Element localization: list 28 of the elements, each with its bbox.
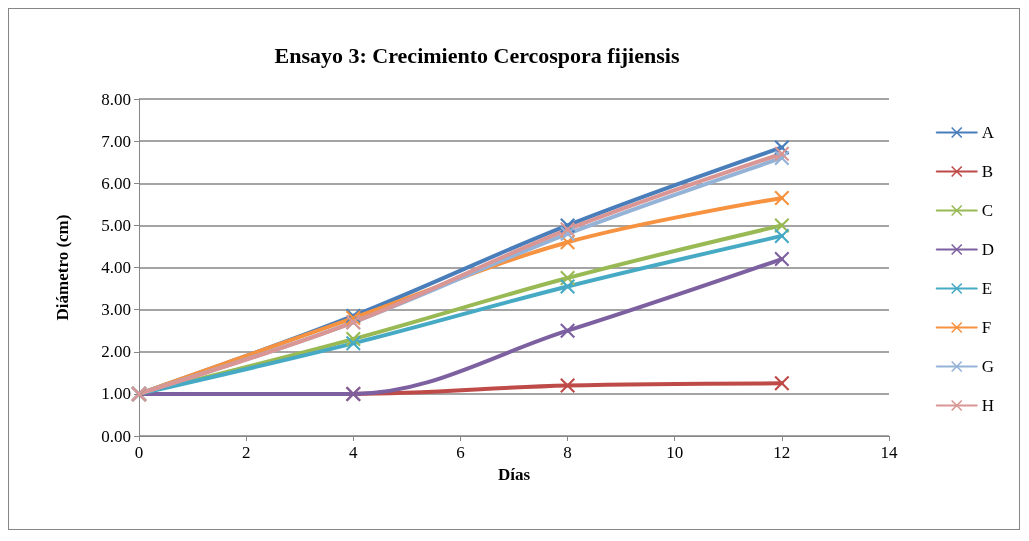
y-tick-label: 4.00 xyxy=(101,258,131,277)
x-tick-label: 0 xyxy=(134,443,144,462)
x-tick-label: 14 xyxy=(880,443,898,462)
x-axis-title: Días xyxy=(497,465,531,484)
x-tick-label: 8 xyxy=(563,443,572,462)
legend-label: H xyxy=(981,396,994,415)
y-tick-label: 1.00 xyxy=(101,384,131,404)
legend-label: B xyxy=(981,162,994,181)
legend-label: F xyxy=(981,318,992,337)
legend-label: C xyxy=(981,201,994,220)
y-tick-label: 2.00 xyxy=(101,342,131,362)
x-tick-label: 6 xyxy=(456,443,465,462)
y-tick-label: 7.00 xyxy=(101,131,131,151)
y-tick-label: 8.00 xyxy=(101,89,131,109)
x-tick-label: 2 xyxy=(241,443,251,462)
y-tick-label: 6.00 xyxy=(101,173,131,193)
legend-label: D xyxy=(981,240,994,259)
y-tick-label: 0.00 xyxy=(101,426,131,446)
legend-label: A xyxy=(981,123,995,142)
y-tick-label: 3.00 xyxy=(101,300,131,320)
legend-label: G xyxy=(981,357,994,376)
x-tick-label: 12 xyxy=(773,443,791,462)
x-tick-label: 4 xyxy=(349,443,359,462)
y-axis-title: Diámetro (cm) xyxy=(53,214,72,321)
legend-label: E xyxy=(981,279,993,298)
y-tick-label: 5.00 xyxy=(101,215,131,235)
x-tick-label: 10 xyxy=(666,443,684,462)
chart-title: Ensayo 3: Crecimiento Cercospora fijiensis xyxy=(274,42,680,68)
